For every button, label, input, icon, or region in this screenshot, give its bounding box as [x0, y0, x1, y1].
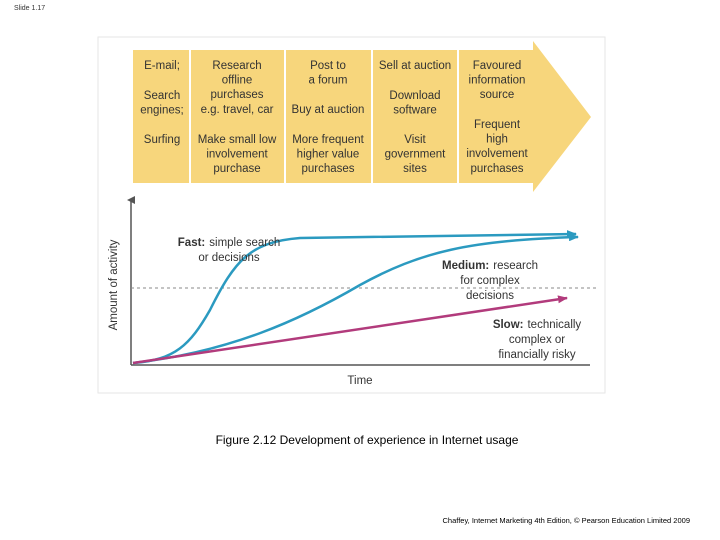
curve-term: Slow: — [493, 319, 524, 331]
stage-text: involvement — [466, 148, 528, 160]
curve-term: Medium: — [442, 260, 489, 272]
stage-text: sites — [403, 163, 427, 175]
stage-text: Search — [144, 90, 180, 102]
stage-text: purchases — [301, 163, 354, 175]
curve-text: simple search — [209, 237, 280, 249]
curve-labels: Fast: simple search or decisions Medium: res… — [178, 237, 582, 361]
curve-label: Fast: simple search — [178, 237, 280, 249]
stage-text: purchases — [210, 89, 263, 101]
column-separators — [189, 50, 459, 183]
footer: Chaffey, Internet Marketing 4th Edition,… — [443, 516, 690, 525]
stage-columns: E-mail; Search engines; Surfing Research offl… — [140, 60, 528, 175]
stage-text: government — [385, 149, 447, 161]
stage-text: engines; — [140, 105, 183, 117]
stage-text: E-mail; — [144, 60, 180, 72]
stage-text: involvement — [206, 149, 268, 161]
curve-label: financially risky — [498, 349, 576, 361]
stage-text: Visit — [404, 134, 426, 146]
stage-text: Frequent — [474, 119, 521, 131]
curve-text: research — [493, 260, 538, 272]
caption: Figure 2.12 Development of experience in… — [216, 433, 519, 447]
stage-text: offline — [222, 75, 252, 87]
stage-text: purchases — [470, 163, 523, 175]
stage-text: higher value — [297, 149, 360, 161]
stage-text: Favoured — [473, 60, 522, 72]
stage-text: source — [480, 89, 515, 101]
slide-label: Slide 1.17 — [14, 5, 45, 12]
curve-text: technically — [527, 319, 581, 331]
y-axis-label: Amount of activity — [108, 239, 120, 330]
stage-text: Sell at auction — [379, 60, 451, 72]
curve-label: or decisions — [198, 252, 260, 264]
curve-label: for complex — [460, 275, 520, 287]
stage-text: a forum — [309, 75, 348, 87]
stage-text: Surfing — [144, 134, 180, 146]
stage-text: e.g. travel, car — [201, 104, 274, 116]
fast-curve — [132, 230, 577, 365]
stage-arrow — [133, 41, 591, 192]
medium-curve — [132, 233, 579, 365]
stage-text: high — [486, 134, 508, 146]
curve-label: complex or — [509, 334, 565, 346]
x-axis-label: Time — [347, 375, 372, 387]
stage-text: Make small low — [198, 134, 277, 146]
curve-label: Medium: research — [442, 260, 538, 272]
stage-text: Post to — [310, 60, 346, 72]
stage-text: information — [469, 75, 526, 87]
curve-label: Slow: technically — [493, 319, 582, 331]
curve-term: Fast: — [178, 237, 205, 249]
stage-text: Buy at auction — [292, 104, 365, 116]
curve-label: decisions — [466, 290, 514, 302]
stage-text: Research — [212, 60, 261, 72]
stage-text: Download — [389, 90, 440, 102]
slow-curve — [132, 295, 568, 365]
stage-text: software — [393, 105, 436, 117]
stage-text: More frequent — [292, 134, 364, 146]
stage-text: purchase — [213, 163, 260, 175]
